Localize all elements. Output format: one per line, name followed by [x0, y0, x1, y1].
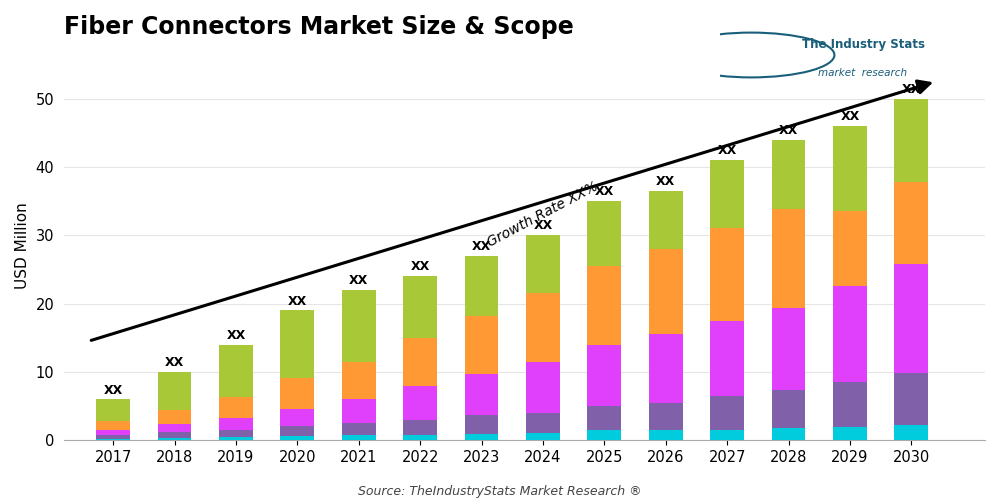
Bar — [158, 424, 191, 432]
Bar — [158, 410, 191, 424]
Text: XX: XX — [472, 240, 491, 253]
Text: XX: XX — [656, 175, 675, 188]
Bar — [833, 426, 867, 440]
Bar — [342, 400, 376, 423]
Bar — [403, 338, 437, 386]
Text: Source: TheIndustryStats Market Research ®: Source: TheIndustryStats Market Research… — [358, 485, 642, 498]
Bar — [710, 160, 744, 228]
Bar — [342, 423, 376, 436]
Bar — [710, 396, 744, 430]
Bar — [96, 435, 130, 438]
Bar — [465, 374, 498, 415]
Bar — [465, 256, 498, 316]
Bar — [587, 406, 621, 430]
Bar — [649, 334, 683, 402]
Text: The Industry Stats: The Industry Stats — [802, 38, 924, 51]
Bar — [772, 308, 805, 390]
Bar — [526, 294, 560, 362]
Bar — [280, 378, 314, 409]
Bar — [772, 209, 805, 308]
Bar — [158, 432, 191, 438]
Bar — [587, 201, 621, 266]
Bar — [526, 362, 560, 413]
Text: XX: XX — [718, 144, 737, 158]
Bar — [649, 191, 683, 249]
Bar — [710, 430, 744, 440]
Bar — [587, 344, 621, 406]
Bar — [772, 140, 805, 209]
Text: XX: XX — [288, 294, 307, 308]
Bar — [587, 430, 621, 440]
Bar — [280, 426, 314, 436]
Bar — [403, 276, 437, 338]
Bar — [649, 402, 683, 430]
Bar — [158, 372, 191, 410]
Bar — [833, 212, 867, 286]
Bar — [465, 415, 498, 434]
Bar — [158, 438, 191, 440]
Bar — [342, 290, 376, 362]
Bar — [219, 397, 253, 417]
Y-axis label: USD Million: USD Million — [15, 202, 30, 289]
Bar — [894, 374, 928, 424]
Text: XX: XX — [226, 329, 246, 342]
Bar — [96, 430, 130, 435]
Bar — [280, 310, 314, 378]
Bar — [219, 430, 253, 437]
Text: Growth Rate XX%: Growth Rate XX% — [485, 180, 601, 250]
Bar — [526, 413, 560, 434]
Bar — [833, 382, 867, 426]
Text: XX: XX — [349, 274, 368, 287]
Bar — [96, 422, 130, 430]
Bar — [894, 98, 928, 182]
Bar — [403, 420, 437, 435]
Text: XX: XX — [595, 186, 614, 198]
Bar — [894, 264, 928, 374]
Bar — [649, 249, 683, 334]
Bar — [772, 390, 805, 428]
Text: XX: XX — [165, 356, 184, 369]
Text: XX: XX — [411, 260, 430, 274]
Text: XX: XX — [779, 124, 798, 137]
Bar — [710, 320, 744, 396]
Bar — [219, 344, 253, 397]
Bar — [465, 434, 498, 440]
Text: XX: XX — [840, 110, 860, 123]
Bar — [710, 228, 744, 320]
Bar — [465, 316, 498, 374]
Bar — [894, 182, 928, 264]
Bar — [219, 437, 253, 440]
Bar — [894, 424, 928, 440]
Bar — [587, 266, 621, 344]
Text: market  research: market research — [818, 68, 908, 78]
Bar — [403, 386, 437, 420]
Bar — [403, 435, 437, 440]
Bar — [833, 286, 867, 382]
Text: XX: XX — [533, 220, 553, 232]
Text: XX: XX — [902, 83, 921, 96]
Bar — [772, 428, 805, 440]
Text: XX: XX — [104, 384, 123, 396]
Bar — [342, 436, 376, 440]
Bar — [96, 400, 130, 421]
Bar — [833, 126, 867, 212]
Bar — [649, 430, 683, 440]
Bar — [342, 362, 376, 400]
Bar — [280, 409, 314, 426]
Text: Fiber Connectors Market Size & Scope: Fiber Connectors Market Size & Scope — [64, 15, 574, 39]
Bar — [280, 436, 314, 440]
Bar — [96, 438, 130, 440]
Bar — [526, 434, 560, 440]
Bar — [526, 235, 560, 294]
Bar — [219, 418, 253, 430]
